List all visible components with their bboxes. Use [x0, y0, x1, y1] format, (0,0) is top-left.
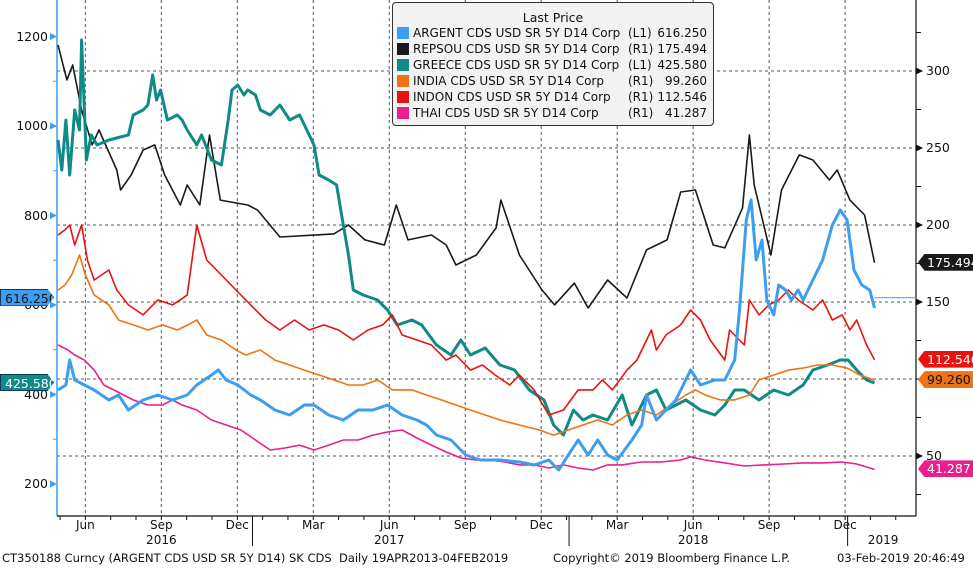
- legend-series-name: INDIA CDS USD SR 5Y D14 Corp: [413, 74, 604, 88]
- legend-swatch: [397, 43, 409, 55]
- x-year-label: 2016: [146, 533, 177, 547]
- right-axis-label: 50: [926, 448, 942, 463]
- legend-series-name: ARGENT CDS USD SR 5Y D14 Corp: [413, 26, 621, 40]
- left-axis-tick: [50, 301, 57, 309]
- footer-ticker: CT350188 Curncy (ARGENT CDS USD SR 5Y D1…: [2, 551, 509, 565]
- right-axis-label: 200: [926, 217, 950, 232]
- series-line: [57, 44, 876, 309]
- legend-series-name: REPSOU CDS USD SR 5Y D14 Corp: [413, 42, 620, 56]
- legend-swatch: [397, 75, 409, 87]
- last-value-tag: 41.287: [918, 460, 973, 478]
- legend-axis: (R1): [628, 106, 654, 120]
- last-value-tag: 175.494: [918, 253, 973, 271]
- legend-last-price: 175.494: [657, 42, 707, 56]
- right-axis-tick: [916, 452, 923, 460]
- legend-title: Last Price: [522, 10, 584, 25]
- legend-last-price: 616.250: [657, 26, 707, 40]
- legend-axis: (L1): [628, 58, 652, 72]
- right-axis-tick: [916, 221, 923, 229]
- right-axis-tick: [916, 67, 923, 75]
- series-line: [57, 254, 875, 436]
- legend-entry: GREECE CDS USD SR 5Y D14 Corp (L1) 425.580: [393, 57, 713, 73]
- legend-last-price: 425.580: [657, 58, 707, 72]
- legend-last-price: 112.546: [657, 90, 707, 104]
- left-axis-label: 200: [24, 476, 48, 491]
- legend-series-name: GREECE CDS USD SR 5Y D14 Corp: [413, 58, 620, 72]
- left-axis-tick: [50, 480, 57, 488]
- right-axis-tick: [916, 144, 923, 152]
- x-tick-label: Sep: [150, 518, 173, 532]
- legend-series-name: THAI CDS USD SR 5Y D14 Corp: [413, 106, 599, 120]
- series-line: [56, 38, 876, 437]
- legend-axis: (R1): [628, 42, 654, 56]
- legend-swatch: [397, 59, 409, 71]
- x-tick-label: Dec: [225, 518, 249, 532]
- legend-swatch: [397, 107, 409, 119]
- legend-entry: INDON CDS USD SR 5Y D14 Corp (R1) 112.546: [393, 89, 713, 105]
- legend-swatch: [397, 27, 409, 39]
- x-tick-label: Jun: [379, 518, 399, 532]
- left-axis-label: 800: [24, 207, 48, 223]
- x-tick-label: Dec: [529, 518, 553, 532]
- left-axis-tick: [50, 212, 57, 219]
- left-axis-tick: [50, 391, 57, 398]
- legend-axis: (R1): [628, 90, 654, 104]
- legend-last-price: 41.287: [665, 106, 707, 120]
- x-year-label: 2017: [373, 533, 405, 547]
- axes: [50, 0, 923, 546]
- series-line: [57, 198, 876, 472]
- left-axis-tick: [50, 122, 57, 130]
- legend: Last Price ARGENT CDS USD SR 5Y D14 Corp…: [392, 2, 714, 126]
- legend-swatch: [397, 91, 409, 103]
- right-axis-label: 250: [926, 140, 950, 155]
- x-tick-label: Sep: [757, 518, 781, 532]
- left-axis-label: 1200: [16, 28, 48, 44]
- right-axis-label: 300: [926, 63, 950, 78]
- x-tick-label: Mar: [301, 518, 325, 532]
- left-axis-tick: [50, 33, 57, 40]
- last-value-tag: 616.250: [0, 288, 54, 306]
- series-line: [57, 344, 875, 471]
- footer-copyright: Copyright© 2019 Bloomberg Finance L.P.: [553, 551, 790, 565]
- series-line: [57, 224, 876, 416]
- last-value-tag: 112.546: [918, 350, 973, 368]
- left-axis-label: 1000: [16, 118, 48, 133]
- x-year-label: 2019: [867, 533, 899, 547]
- right-axis-label: 150: [926, 294, 950, 309]
- x-tick-label: Sep: [453, 518, 477, 532]
- legend-series-name: INDON CDS USD SR 5Y D14 Corp: [413, 90, 611, 104]
- last-value-tag: 425.580: [0, 374, 54, 392]
- legend-last-price: 99.260: [665, 74, 707, 88]
- legend-entry: THAI CDS USD SR 5Y D14 Corp (R1) 41.287: [393, 105, 713, 121]
- x-year-label: 2018: [677, 533, 709, 547]
- footer-timestamp: 03-Feb-2019 20:46:49: [837, 551, 965, 565]
- x-tick-label: Mar: [605, 518, 629, 532]
- legend-entry: INDIA CDS USD SR 5Y D14 Corp (R1) 99.260: [393, 73, 713, 89]
- legend-entry: ARGENT CDS USD SR 5Y D14 Corp (L1) 616.250: [393, 25, 713, 41]
- x-tick-label: Jun: [683, 518, 703, 532]
- x-tick-label: Dec: [833, 518, 857, 532]
- legend-entry: REPSOU CDS USD SR 5Y D14 Corp (R1) 175.494: [393, 41, 713, 57]
- x-tick-label: Jun: [75, 518, 95, 532]
- legend-axis: (L1): [628, 26, 652, 40]
- last-value-tag: 99.260: [918, 371, 973, 389]
- series-lines: [56, 38, 916, 472]
- legend-axis: (R1): [628, 74, 654, 88]
- right-axis-tick: [916, 298, 923, 306]
